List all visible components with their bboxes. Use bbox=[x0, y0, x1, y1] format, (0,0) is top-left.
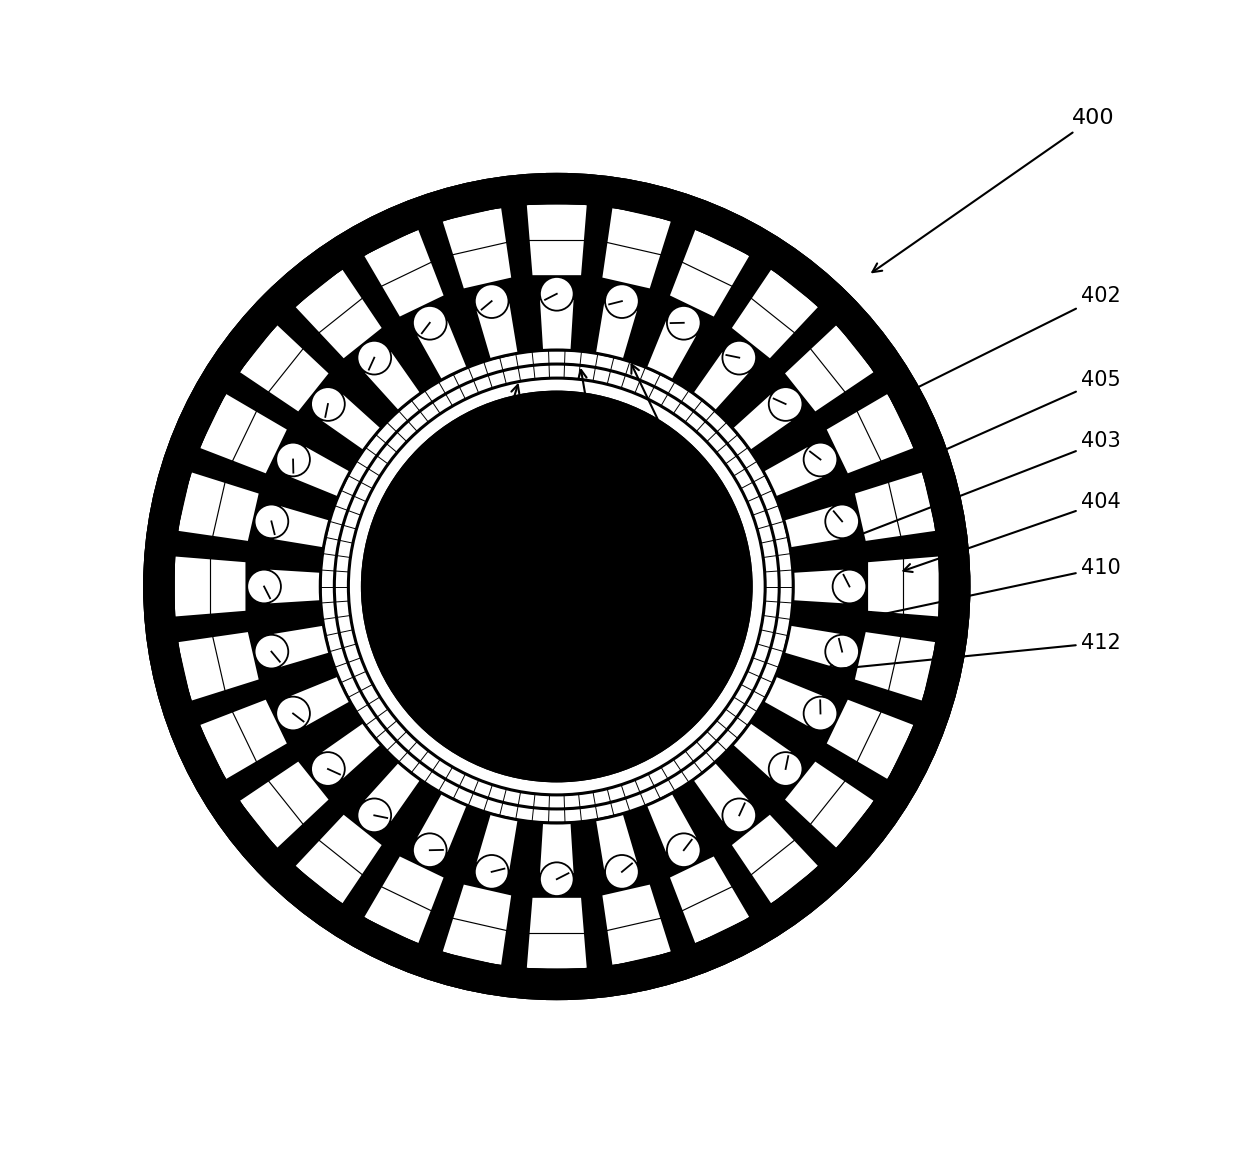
Circle shape bbox=[254, 635, 288, 669]
Text: 410: 410 bbox=[864, 558, 1121, 621]
Polygon shape bbox=[601, 206, 672, 290]
Circle shape bbox=[667, 306, 701, 340]
Circle shape bbox=[667, 833, 701, 867]
Polygon shape bbox=[363, 229, 445, 318]
Polygon shape bbox=[539, 299, 574, 351]
Polygon shape bbox=[417, 320, 467, 380]
Polygon shape bbox=[784, 506, 841, 548]
Polygon shape bbox=[763, 676, 823, 727]
Polygon shape bbox=[417, 793, 467, 853]
Polygon shape bbox=[784, 625, 841, 667]
Polygon shape bbox=[733, 393, 792, 450]
Polygon shape bbox=[363, 855, 445, 944]
Polygon shape bbox=[730, 814, 820, 906]
Circle shape bbox=[769, 752, 802, 786]
Text: 405: 405 bbox=[842, 371, 1121, 496]
Polygon shape bbox=[475, 813, 518, 870]
Text: 403: 403 bbox=[852, 432, 1121, 538]
Text: 404: 404 bbox=[904, 493, 1121, 572]
Text: 400: 400 bbox=[873, 108, 1115, 272]
Text: 412: 412 bbox=[825, 632, 1121, 673]
Circle shape bbox=[413, 306, 446, 340]
Polygon shape bbox=[273, 506, 330, 548]
Circle shape bbox=[357, 341, 391, 374]
Polygon shape bbox=[441, 883, 512, 967]
Circle shape bbox=[172, 203, 941, 970]
Polygon shape bbox=[693, 762, 750, 822]
Circle shape bbox=[277, 442, 310, 476]
Polygon shape bbox=[177, 631, 259, 701]
Polygon shape bbox=[595, 813, 639, 870]
Text: 406: 406 bbox=[631, 365, 717, 513]
Circle shape bbox=[247, 570, 281, 603]
Circle shape bbox=[826, 635, 859, 669]
Circle shape bbox=[145, 175, 968, 998]
Polygon shape bbox=[273, 625, 330, 667]
Polygon shape bbox=[854, 472, 937, 542]
Polygon shape bbox=[784, 760, 875, 849]
Circle shape bbox=[311, 752, 345, 786]
Text: 402: 402 bbox=[899, 286, 1121, 396]
Polygon shape bbox=[526, 897, 588, 969]
Circle shape bbox=[311, 387, 345, 421]
Circle shape bbox=[832, 570, 867, 603]
Polygon shape bbox=[601, 883, 672, 967]
Circle shape bbox=[605, 855, 639, 889]
Polygon shape bbox=[526, 204, 588, 276]
Circle shape bbox=[723, 341, 756, 374]
Circle shape bbox=[804, 697, 837, 731]
Polygon shape bbox=[693, 351, 750, 411]
Polygon shape bbox=[826, 699, 915, 780]
Polygon shape bbox=[363, 762, 422, 822]
Circle shape bbox=[475, 284, 508, 318]
Polygon shape bbox=[646, 793, 698, 853]
Circle shape bbox=[769, 387, 802, 421]
Polygon shape bbox=[867, 556, 940, 617]
Circle shape bbox=[826, 504, 859, 538]
Circle shape bbox=[413, 833, 446, 867]
Polygon shape bbox=[269, 569, 321, 604]
Circle shape bbox=[723, 799, 756, 832]
Polygon shape bbox=[198, 699, 288, 780]
Circle shape bbox=[357, 799, 391, 832]
Circle shape bbox=[254, 504, 288, 538]
Polygon shape bbox=[784, 324, 875, 413]
Polygon shape bbox=[730, 267, 820, 359]
Polygon shape bbox=[792, 569, 844, 604]
Polygon shape bbox=[321, 723, 382, 780]
Polygon shape bbox=[668, 229, 750, 318]
Polygon shape bbox=[668, 855, 750, 944]
Circle shape bbox=[475, 855, 508, 889]
Polygon shape bbox=[177, 472, 259, 542]
Circle shape bbox=[277, 697, 310, 731]
Circle shape bbox=[539, 277, 574, 311]
Polygon shape bbox=[854, 631, 937, 701]
Polygon shape bbox=[595, 303, 639, 360]
Polygon shape bbox=[238, 760, 330, 849]
Polygon shape bbox=[174, 556, 247, 617]
Polygon shape bbox=[290, 446, 351, 497]
Polygon shape bbox=[294, 267, 383, 359]
Circle shape bbox=[804, 442, 837, 476]
Text: 408: 408 bbox=[463, 385, 520, 513]
Text: 407: 407 bbox=[578, 369, 624, 513]
Circle shape bbox=[362, 392, 751, 781]
Polygon shape bbox=[826, 393, 915, 474]
Polygon shape bbox=[539, 822, 574, 874]
Circle shape bbox=[539, 862, 574, 896]
Polygon shape bbox=[441, 206, 512, 290]
Polygon shape bbox=[763, 446, 823, 497]
Polygon shape bbox=[238, 324, 330, 413]
Polygon shape bbox=[294, 814, 383, 906]
Polygon shape bbox=[198, 393, 288, 474]
Polygon shape bbox=[290, 676, 351, 727]
Polygon shape bbox=[363, 351, 422, 411]
Polygon shape bbox=[733, 723, 792, 780]
Circle shape bbox=[320, 350, 794, 823]
Polygon shape bbox=[475, 303, 518, 360]
Polygon shape bbox=[321, 393, 382, 450]
Circle shape bbox=[605, 284, 639, 318]
Polygon shape bbox=[646, 320, 698, 380]
